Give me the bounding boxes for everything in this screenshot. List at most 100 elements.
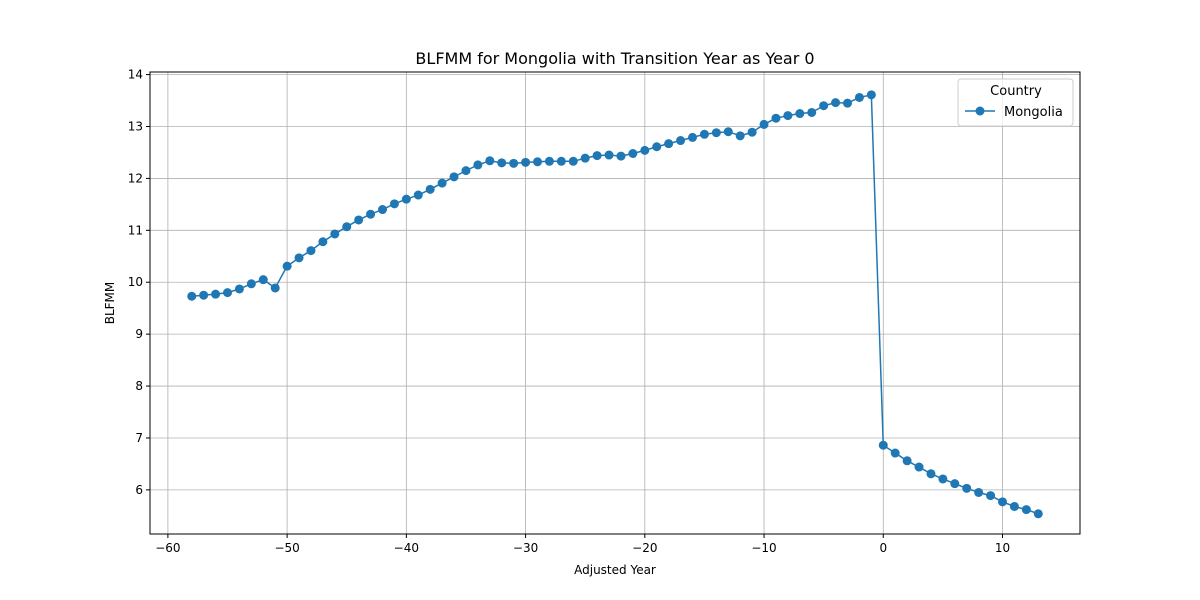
legend: Country Mongolia [957, 78, 1074, 127]
data-point [950, 479, 960, 489]
data-point [723, 127, 733, 137]
data-point [294, 253, 304, 263]
data-point [306, 246, 316, 256]
data-point [759, 119, 769, 129]
series-layer [187, 90, 1043, 519]
data-point [568, 156, 578, 166]
gridlines [150, 72, 1080, 534]
data-point [890, 448, 900, 458]
y-tick-label: 11 [128, 223, 143, 237]
y-tick-label: 12 [128, 171, 143, 185]
data-point [688, 132, 697, 142]
data-point [342, 222, 352, 232]
y-tick-label: 7 [135, 431, 143, 445]
data-point [461, 166, 471, 176]
data-point [854, 92, 864, 102]
data-point [556, 156, 566, 166]
data-point [354, 215, 364, 225]
data-point [747, 127, 757, 137]
data-point [998, 497, 1007, 507]
y-tick-label: 14 [128, 68, 143, 82]
data-point [652, 142, 662, 152]
y-tick-label: 6 [135, 483, 143, 497]
data-point [211, 289, 221, 299]
data-point [413, 190, 423, 200]
data-point [986, 491, 996, 501]
y-tick-label: 10 [128, 275, 143, 289]
data-point [1021, 505, 1031, 515]
data-point [282, 261, 292, 271]
data-point [473, 160, 483, 170]
data-point [592, 151, 602, 161]
data-point [616, 151, 626, 161]
data-point [437, 178, 447, 188]
x-tick-label: 0 [879, 541, 887, 555]
data-point [938, 474, 948, 484]
data-point [735, 131, 745, 141]
x-tick-label: −10 [751, 541, 776, 555]
data-point [270, 283, 280, 293]
y-tick-label: 9 [135, 327, 143, 341]
data-point [699, 129, 709, 139]
data-point [223, 288, 232, 298]
data-point [1009, 501, 1019, 511]
data-point [878, 440, 888, 450]
data-point [771, 113, 781, 123]
x-axis-label: Adjusted Year [574, 563, 656, 577]
data-point [1033, 509, 1043, 519]
data-point [425, 184, 435, 194]
legend-marker-swatch [975, 106, 985, 116]
data-point [902, 456, 912, 466]
data-point [807, 107, 817, 117]
data-point [258, 275, 268, 285]
chart-title: BLFMM for Mongolia with Transition Year … [415, 49, 814, 68]
data-point [318, 237, 328, 247]
data-point [604, 150, 614, 160]
data-point [330, 229, 340, 239]
data-point [580, 153, 590, 163]
axis-ticks: −60 −50 −40 −30 −20 −10 0 10 6 7 8 9 10 11 12 13 14 [128, 68, 1010, 555]
legend-series-label: Mongolia [1004, 105, 1063, 120]
y-tick-label: 8 [135, 379, 143, 393]
data-point [819, 101, 829, 111]
y-tick-label: 13 [128, 120, 143, 134]
data-point [831, 98, 841, 108]
data-point [783, 111, 793, 121]
data-point [866, 90, 876, 100]
data-point [401, 194, 411, 204]
x-tick-label: 10 [995, 541, 1010, 555]
plot-area-frame [149, 71, 1081, 535]
data-point [962, 483, 972, 493]
x-tick-label: −20 [632, 541, 657, 555]
data-point [246, 279, 256, 289]
data-point [449, 172, 459, 182]
data-point [521, 157, 531, 167]
data-point [533, 157, 542, 167]
data-point [914, 462, 924, 472]
legend-title: Country [990, 84, 1042, 99]
data-point [676, 136, 686, 146]
data-point [234, 284, 244, 294]
data-point [926, 469, 936, 479]
data-point [187, 291, 197, 301]
data-point [366, 209, 376, 219]
x-tick-label: −50 [274, 541, 299, 555]
data-point [509, 158, 519, 168]
data-point [389, 199, 399, 209]
data-point [199, 290, 209, 300]
y-axis-label: BLFMM [103, 282, 117, 325]
x-tick-label: −40 [394, 541, 419, 555]
data-point [974, 487, 984, 497]
x-tick-label: −60 [155, 541, 180, 555]
data-point [497, 158, 507, 168]
data-point [795, 109, 805, 119]
legend-box [957, 78, 1074, 127]
data-point [378, 205, 387, 215]
x-tick-label: −30 [513, 541, 538, 555]
data-point [628, 149, 638, 158]
data-point [711, 128, 721, 138]
data-point [544, 156, 554, 166]
data-point [664, 139, 674, 149]
data-point [485, 156, 495, 166]
